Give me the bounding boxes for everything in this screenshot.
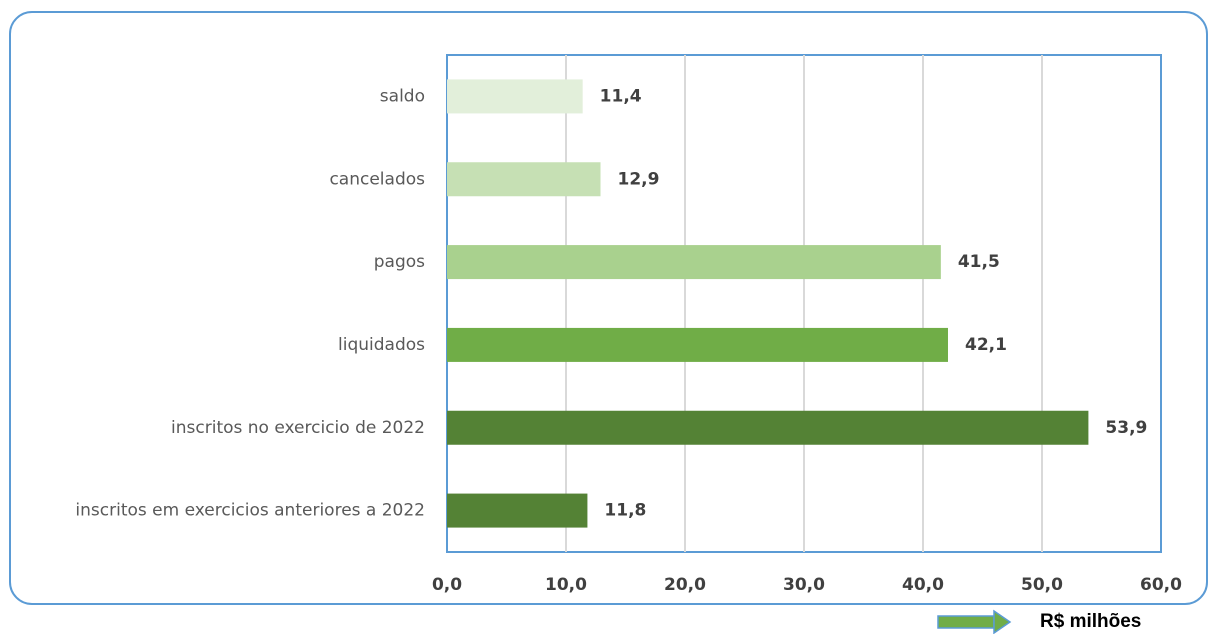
x-tick-label: 30,0 <box>783 575 825 595</box>
x-tick-label: 50,0 <box>1021 575 1063 595</box>
bar <box>447 245 941 280</box>
chart-frame <box>9 11 1208 605</box>
value-label: 11,8 <box>604 501 646 521</box>
value-label: 12,9 <box>618 169 660 189</box>
y-tick-label: cancelados <box>329 169 425 189</box>
value-label: 11,4 <box>600 86 642 106</box>
x-axis-label: R$ milhões <box>1040 611 1141 632</box>
value-label: 41,5 <box>958 252 1000 272</box>
bar <box>447 162 601 197</box>
bar <box>447 493 588 528</box>
bar <box>447 327 948 362</box>
bar <box>447 79 583 114</box>
x-tick-label: 10,0 <box>545 575 587 595</box>
x-tick-label: 0,0 <box>432 575 462 595</box>
x-tick-label: 20,0 <box>664 575 706 595</box>
x-tick-label: 40,0 <box>902 575 944 595</box>
value-label: 42,1 <box>965 335 1007 355</box>
x-tick-label: 60,0 <box>1140 575 1182 595</box>
y-tick-label: liquidados <box>338 335 425 355</box>
y-tick-label: inscritos em exercicios anteriores a 202… <box>75 501 425 521</box>
value-label: 53,9 <box>1105 418 1147 438</box>
y-tick-label: saldo <box>380 86 425 106</box>
y-tick-label: pagos <box>374 252 425 272</box>
axis-arrow <box>937 609 1012 634</box>
bar <box>447 410 1089 445</box>
y-tick-label: inscritos no exercicio de 2022 <box>171 418 425 438</box>
